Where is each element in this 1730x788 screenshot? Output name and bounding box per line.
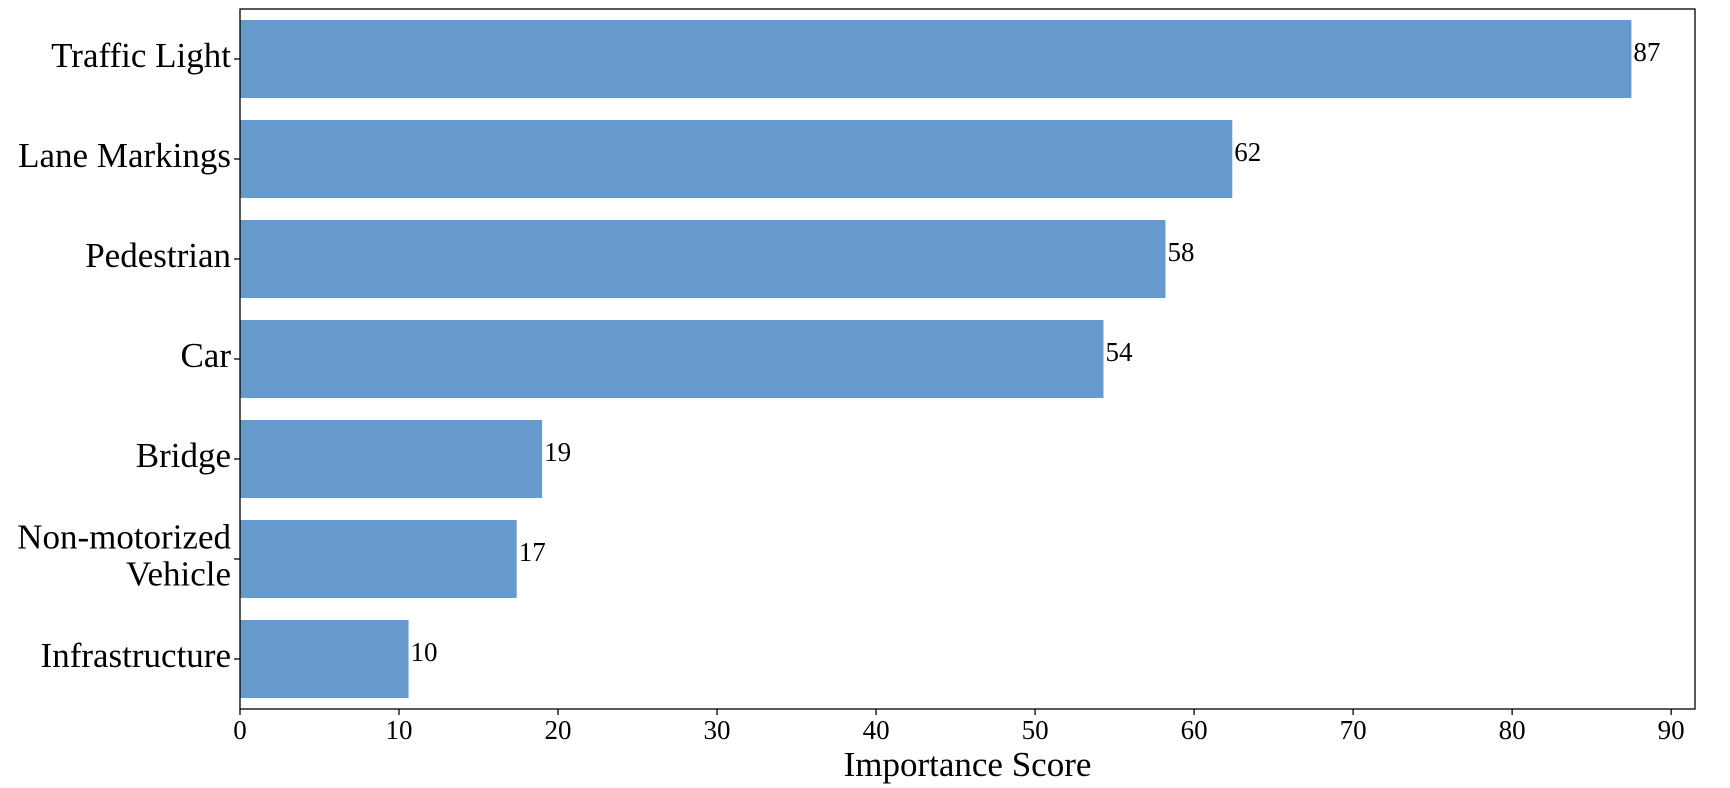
y-axis: Traffic Light Lane Markings Pedestrian Car B… <box>17 36 240 675</box>
x-tick-label-90: 90 <box>1658 715 1685 745</box>
bar-bridge <box>240 420 543 498</box>
x-tick-label-0: 0 <box>233 715 247 745</box>
data-label-car: 54 <box>1105 337 1133 367</box>
x-axis: 0 10 20 30 40 50 60 70 80 90 <box>233 709 1685 745</box>
data-label-infrastructure: 10 <box>411 637 438 667</box>
bar-traffic-light <box>240 20 1632 98</box>
x-tick-label-70: 70 <box>1340 715 1367 745</box>
y-tick-label-non-motorized-vehicle-line-1: Non-motorized <box>17 518 231 557</box>
y-tick-label-bridge: Bridge <box>136 436 231 475</box>
x-tick-label-30: 30 <box>704 715 731 745</box>
data-label-bridge: 19 <box>544 437 571 467</box>
y-tick-label-lane-markings: Lane Markings <box>18 136 231 175</box>
y-tick-label-infrastructure: Infrastructure <box>41 636 231 675</box>
bar-pedestrian <box>240 220 1166 298</box>
x-tick-label-20: 20 <box>545 715 572 745</box>
bar-infrastructure <box>240 620 409 698</box>
bar-car <box>240 320 1104 398</box>
x-axis-title: Importance Score <box>844 745 1092 784</box>
bar-lane-markings <box>240 120 1233 198</box>
y-tick-label-pedestrian: Pedestrian <box>85 236 231 275</box>
plot-frame <box>239 8 1696 710</box>
data-label-lane-markings: 62 <box>1234 137 1261 167</box>
bar-non-motorized-vehicle <box>240 520 517 598</box>
x-tick-label-50: 50 <box>1022 715 1049 745</box>
y-tick-label-traffic-light: Traffic Light <box>51 36 231 75</box>
y-tick-label-car: Car <box>180 336 231 375</box>
data-label-pedestrian: 58 <box>1167 237 1194 267</box>
x-tick-label-80: 80 <box>1499 715 1526 745</box>
data-label-traffic-light: 87 <box>1633 37 1660 67</box>
x-tick-label-10: 10 <box>386 715 413 745</box>
y-tick-label-non-motorized-vehicle-line-2: Vehicle <box>126 555 231 594</box>
x-tick-label-40: 40 <box>863 715 890 745</box>
bars <box>240 20 1632 698</box>
data-label-non-motorized-vehicle: 17 <box>519 537 546 567</box>
data-labels: 87 62 58 54 19 17 10 <box>411 37 1661 667</box>
x-tick-label-60: 60 <box>1181 715 1208 745</box>
